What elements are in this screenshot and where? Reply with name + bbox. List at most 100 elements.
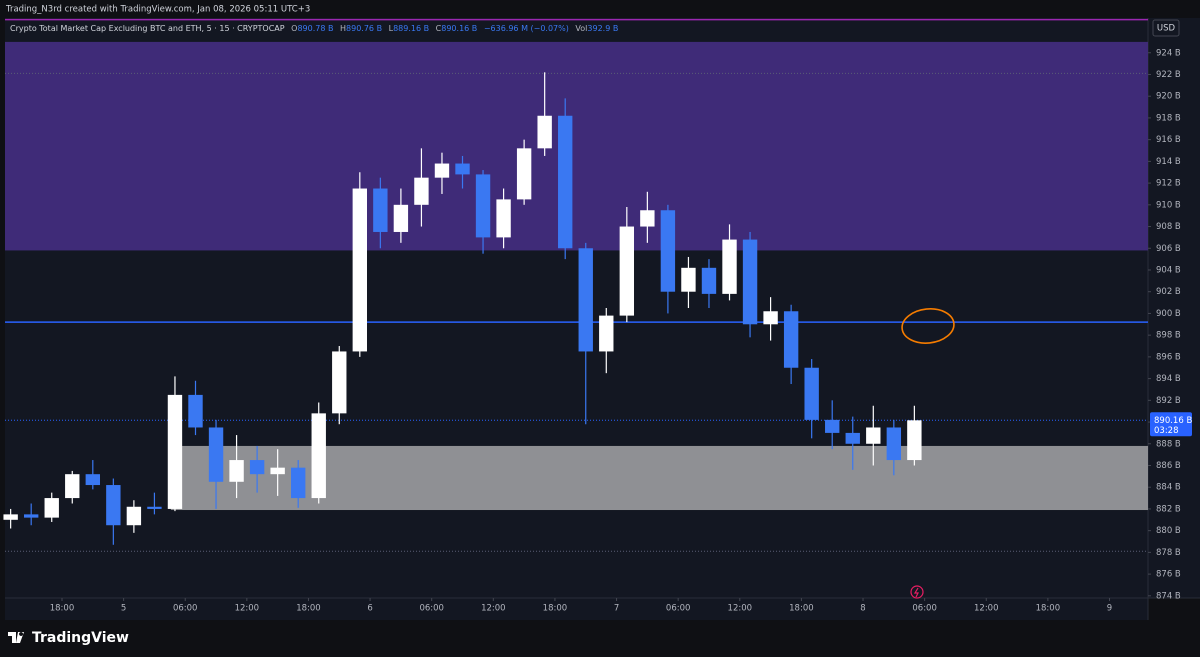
x-tick-label: 06:00 <box>173 604 198 614</box>
candle-body <box>126 506 142 526</box>
candle-body <box>311 413 326 499</box>
candle-body <box>147 506 162 509</box>
x-tick-label: 6 <box>367 604 372 614</box>
legend-title: Crypto Total Market Cap Excluding BTC an… <box>10 24 285 33</box>
candle-body <box>742 239 758 325</box>
legend-value: 890.78 B <box>297 24 333 33</box>
candle-body <box>23 514 39 518</box>
y-tick-label: 894 B <box>1156 374 1181 384</box>
brand-logo <box>8 632 24 643</box>
candle-body <box>455 163 470 175</box>
lightning-bolt <box>913 587 919 598</box>
y-tick-label: 888 B <box>1156 439 1181 449</box>
candle-body <box>249 460 265 475</box>
y-tick-label: 910 B <box>1156 200 1181 210</box>
y-tick-label: 916 B <box>1156 135 1181 145</box>
candle-body <box>65 474 80 499</box>
annotation-circle <box>901 308 955 344</box>
x-tick-label: 18:00 <box>296 604 321 614</box>
candle-body <box>475 174 491 238</box>
candle-body <box>681 267 696 292</box>
candle-body <box>640 210 655 227</box>
x-tick-label: 06:00 <box>419 604 444 614</box>
candle-body <box>701 267 717 294</box>
candle-body <box>845 432 860 444</box>
legend-value: 392.9 B <box>587 24 618 33</box>
legend-key: O <box>291 24 297 33</box>
legend-value: 890.16 B <box>441 24 477 33</box>
x-tick-label: 12:00 <box>974 604 999 614</box>
candle-body <box>537 115 552 149</box>
time-axis <box>5 598 1148 620</box>
x-tick-label: 7 <box>614 604 619 614</box>
candle-body <box>85 474 100 486</box>
candle-body <box>783 311 799 368</box>
x-tick-label: 18:00 <box>1036 604 1061 614</box>
candle-body <box>660 210 676 292</box>
zone <box>170 445 1149 511</box>
y-tick-label: 900 B <box>1156 309 1181 319</box>
legend-change: −636.96 M (−0.07%) <box>484 24 569 33</box>
candle-body <box>106 485 121 526</box>
x-tick-label: 06:00 <box>666 604 691 614</box>
y-tick-label: 880 B <box>1156 526 1181 536</box>
last-price-box <box>1150 412 1192 437</box>
candle-body <box>188 394 203 428</box>
x-tick-label: 9 <box>1107 604 1112 614</box>
candle-body <box>722 239 737 294</box>
y-tick-label: 924 B <box>1156 48 1181 58</box>
candle-body <box>434 163 450 178</box>
logo-mark <box>8 632 24 643</box>
candle-body <box>414 177 429 205</box>
candle-body <box>866 427 881 444</box>
candle-body <box>886 427 902 461</box>
x-tick-label: 12:00 <box>728 604 753 614</box>
y-tick-label: 882 B <box>1156 504 1181 514</box>
candle-body <box>804 367 819 420</box>
y-tick-label: 912 B <box>1156 179 1181 189</box>
countdown: 03:28 <box>1154 426 1179 436</box>
candle-body <box>558 115 573 249</box>
x-tick-label: 18:00 <box>789 604 814 614</box>
credit: Trading_N3rd created with TradingView.co… <box>5 5 310 15</box>
y-tick-label: 906 B <box>1156 244 1181 254</box>
candle-body <box>373 188 388 232</box>
price-axis <box>1148 18 1200 598</box>
x-tick-label: 12:00 <box>481 604 506 614</box>
currency[interactable]: USD <box>1157 24 1176 34</box>
legend-key: L <box>389 24 394 33</box>
candle-body <box>599 315 614 352</box>
y-tick-label: 874 B <box>1156 591 1181 601</box>
lightning-icon[interactable] <box>910 585 924 599</box>
candle-body <box>516 148 532 200</box>
y-tick-label: 922 B <box>1156 70 1181 80</box>
legend-value: 889.16 B <box>393 24 429 33</box>
candle-body <box>352 188 368 352</box>
y-tick-label: 896 B <box>1156 352 1181 362</box>
candle-body <box>44 498 59 518</box>
y-tick-label: 884 B <box>1156 483 1181 493</box>
y-tick-label: 892 B <box>1156 396 1181 406</box>
y-tick-label: 902 B <box>1156 287 1181 297</box>
x-tick-label: 18:00 <box>50 604 75 614</box>
candle-body <box>208 427 224 482</box>
brand: TradingView <box>32 630 129 646</box>
y-tick-label: 898 B <box>1156 331 1181 341</box>
y-tick-label: 918 B <box>1156 113 1181 123</box>
y-tick-label: 920 B <box>1156 92 1181 102</box>
zone <box>5 41 1148 251</box>
x-tick-label: 12:00 <box>235 604 260 614</box>
candle-body <box>825 419 840 433</box>
candle-body <box>270 467 285 475</box>
x-tick-label: 18:00 <box>543 604 568 614</box>
candle-body <box>291 467 306 499</box>
candle-body <box>763 311 778 325</box>
y-tick-label: 914 B <box>1156 157 1181 167</box>
candle-body <box>496 199 511 238</box>
currency-box[interactable] <box>1152 19 1180 37</box>
candle-body <box>393 204 409 232</box>
y-tick-label: 878 B <box>1156 548 1181 558</box>
candle-body <box>3 514 18 520</box>
y-tick-label: 908 B <box>1156 222 1181 232</box>
